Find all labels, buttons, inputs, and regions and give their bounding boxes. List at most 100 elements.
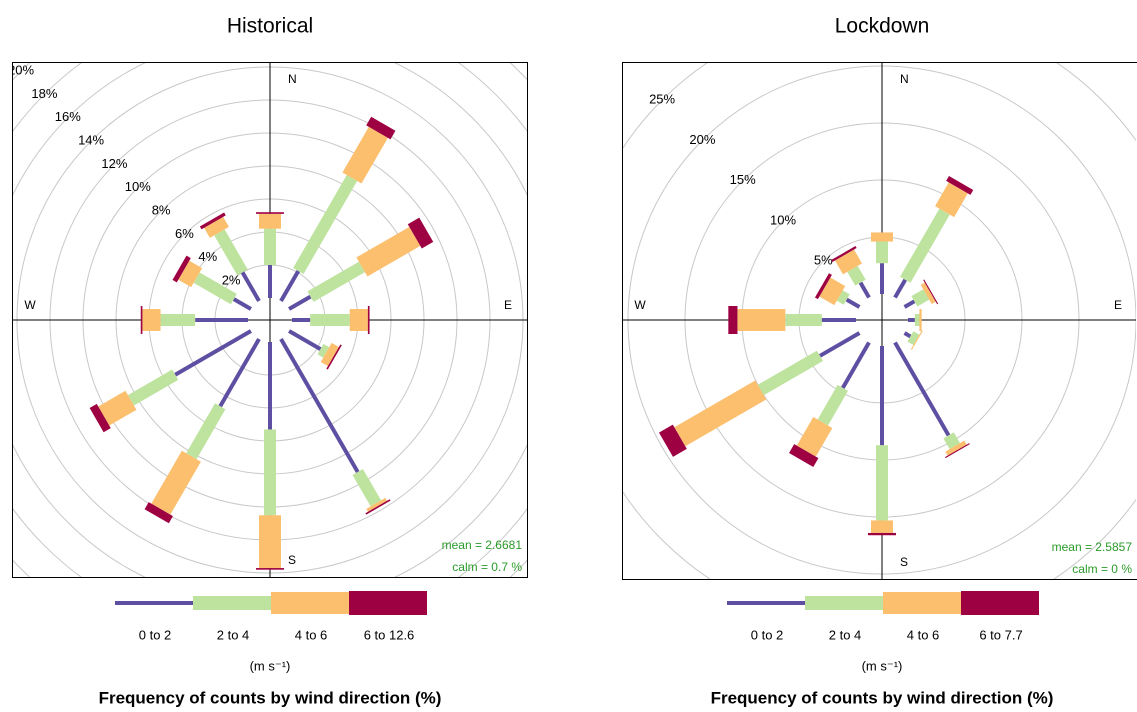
grid-ring bbox=[12, 62, 528, 578]
petal-segment bbox=[757, 350, 823, 396]
petal-segment bbox=[259, 213, 281, 229]
petal-segment bbox=[142, 309, 161, 331]
legend-swatch bbox=[727, 601, 805, 605]
petal-segment bbox=[160, 314, 196, 326]
petal-segment bbox=[871, 232, 893, 242]
mean-annotation: mean = 2.6681 bbox=[442, 538, 523, 552]
petal bbox=[871, 232, 893, 294]
legend-swatch bbox=[883, 592, 961, 614]
r-tick-label: 20% bbox=[8, 63, 34, 78]
compass-label: E bbox=[1114, 298, 1122, 312]
calm-annotation: calm = 0 % bbox=[1072, 562, 1132, 576]
legend-swatch bbox=[193, 596, 271, 610]
legend-label: 2 to 4 bbox=[829, 627, 862, 642]
r-tick-label: 16% bbox=[55, 109, 81, 124]
petal-segment bbox=[144, 502, 173, 524]
petal-segment bbox=[407, 217, 434, 249]
petal bbox=[89, 329, 252, 433]
petal-segment bbox=[674, 380, 767, 447]
petal-segment bbox=[785, 314, 822, 326]
petal-segment bbox=[172, 255, 191, 283]
petal-segment bbox=[923, 279, 939, 305]
plot-border bbox=[12, 62, 528, 578]
caption: Frequency of counts by wind direction (%… bbox=[711, 688, 1054, 707]
petal-segment bbox=[868, 532, 896, 536]
petal bbox=[288, 329, 342, 370]
plot-area: 5% 10% 15% 20% 25% N E S W bbox=[622, 62, 1136, 580]
petal-segment bbox=[98, 390, 137, 426]
petal-segment bbox=[821, 318, 856, 322]
petal bbox=[658, 331, 861, 457]
caption: Frequency of counts by wind direction (%… bbox=[99, 688, 442, 707]
petal-segment bbox=[199, 212, 226, 230]
petal-segment bbox=[264, 228, 276, 265]
petal-segment bbox=[288, 294, 312, 311]
petal-segment bbox=[945, 440, 967, 456]
petal-segment bbox=[834, 249, 862, 275]
petal-segment bbox=[342, 126, 388, 184]
petal-segment bbox=[367, 306, 370, 334]
petal-segment bbox=[880, 346, 884, 446]
r-tick-label: 10% bbox=[770, 212, 796, 227]
petal-segment bbox=[293, 175, 358, 274]
petal-segment bbox=[140, 306, 143, 334]
petal bbox=[903, 330, 923, 350]
petal-segment bbox=[943, 432, 961, 450]
petal bbox=[279, 338, 391, 515]
petal-segment bbox=[264, 429, 276, 516]
legend-label: 0 to 2 bbox=[139, 627, 172, 642]
compass-label: S bbox=[288, 553, 296, 567]
r-tick-label: 6% bbox=[175, 226, 194, 241]
petal-segment bbox=[903, 331, 912, 339]
petal bbox=[144, 338, 261, 524]
petal-segment bbox=[876, 241, 888, 264]
petal-segment bbox=[259, 515, 281, 569]
petal-segment bbox=[307, 261, 365, 302]
legend-label: 6 to 12.6 bbox=[364, 627, 415, 642]
petal bbox=[292, 306, 370, 334]
petal-segment bbox=[279, 269, 301, 302]
legend-label: 4 to 6 bbox=[295, 627, 328, 642]
petal bbox=[256, 342, 284, 570]
petal-segment bbox=[288, 329, 322, 351]
petal-segment bbox=[151, 450, 201, 515]
legend-label: 4 to 6 bbox=[907, 627, 940, 642]
petal-segment bbox=[178, 260, 203, 288]
petal-segment bbox=[317, 343, 330, 358]
petal-segment bbox=[279, 338, 360, 473]
petal-segment bbox=[366, 497, 388, 512]
mean-annotation: mean = 2.5857 bbox=[1052, 540, 1133, 554]
compass-label: W bbox=[634, 298, 646, 312]
petal-segment bbox=[819, 277, 846, 306]
petal-segment bbox=[893, 341, 951, 437]
legend-swatch bbox=[961, 591, 1039, 615]
petal-segment bbox=[232, 297, 252, 311]
legend-label: 2 to 4 bbox=[217, 627, 250, 642]
petal bbox=[172, 255, 252, 311]
r-tick-label: 18% bbox=[31, 86, 57, 101]
petal-segment bbox=[366, 116, 396, 140]
petal-segment bbox=[214, 229, 248, 276]
petal-segment bbox=[845, 297, 861, 309]
petal bbox=[814, 273, 861, 309]
petal-segment bbox=[310, 314, 350, 326]
plot-border bbox=[622, 62, 1137, 580]
petal-segment bbox=[914, 314, 920, 326]
petal-segment bbox=[240, 271, 261, 302]
petal-segment bbox=[193, 272, 237, 305]
petal-segment bbox=[817, 384, 848, 426]
petal-segment bbox=[789, 444, 819, 468]
petal-segment bbox=[356, 226, 421, 277]
petal bbox=[256, 212, 284, 298]
calm-annotation: calm = 0.7 % bbox=[452, 560, 522, 574]
petal bbox=[893, 341, 970, 459]
petal-segment bbox=[908, 318, 915, 322]
petal-segment bbox=[880, 263, 884, 294]
petal-segment bbox=[186, 403, 226, 460]
r-tick-label: 5% bbox=[814, 253, 833, 268]
petal-segment bbox=[365, 499, 391, 515]
chart-title: Historical bbox=[227, 15, 313, 38]
petal-segment bbox=[919, 309, 922, 331]
petal bbox=[903, 279, 939, 309]
